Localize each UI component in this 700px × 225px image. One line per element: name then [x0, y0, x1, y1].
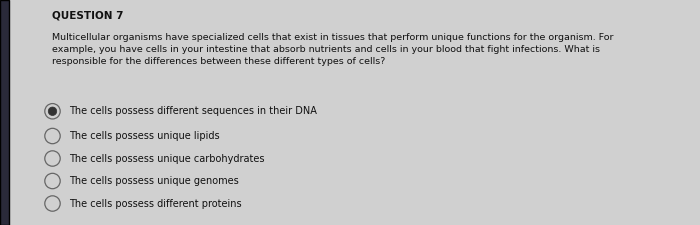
- Text: Multicellular organisms have specialized cells that exist in tissues that perfor: Multicellular organisms have specialized…: [52, 33, 614, 66]
- Text: The cells possess unique lipids: The cells possess unique lipids: [69, 131, 219, 141]
- Text: The cells possess different sequences in their DNA: The cells possess different sequences in…: [69, 106, 316, 116]
- Text: The cells possess different proteins: The cells possess different proteins: [69, 198, 242, 209]
- Text: The cells possess unique genomes: The cells possess unique genomes: [69, 176, 238, 186]
- Text: The cells possess unique carbohydrates: The cells possess unique carbohydrates: [69, 153, 264, 164]
- Ellipse shape: [48, 107, 57, 115]
- Text: QUESTION 7: QUESTION 7: [52, 10, 124, 20]
- FancyBboxPatch shape: [0, 0, 9, 225]
